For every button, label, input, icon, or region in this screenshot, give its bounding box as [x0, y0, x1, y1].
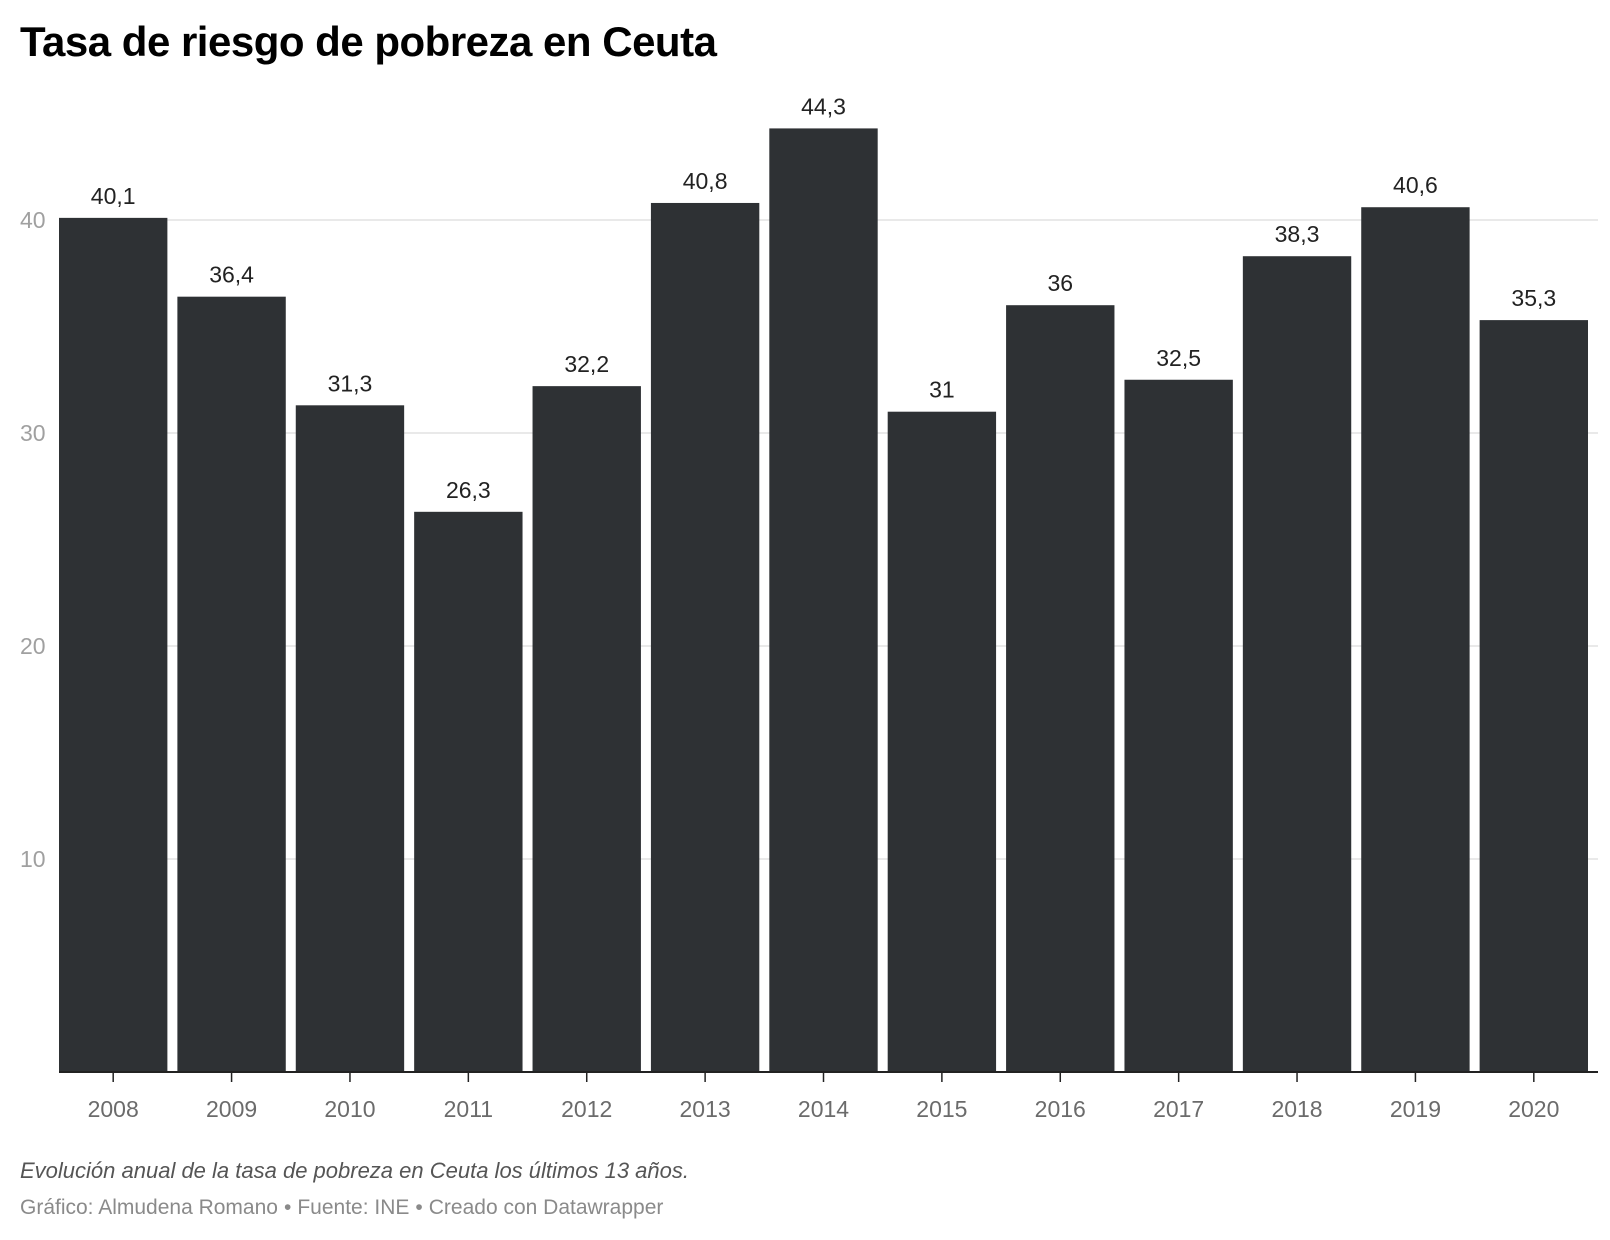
- bar: [1006, 305, 1115, 1072]
- value-label: 36: [1047, 270, 1073, 296]
- x-tick-label: 2017: [1153, 1096, 1204, 1122]
- x-tick-label: 2013: [680, 1096, 731, 1122]
- value-label: 40,1: [91, 183, 136, 209]
- value-label: 40,6: [1393, 172, 1438, 198]
- x-tick-label: 2011: [444, 1096, 493, 1122]
- x-tick-label: 2010: [324, 1096, 375, 1122]
- x-axis: [59, 1071, 1598, 1082]
- chart-notes: Evolución anual de la tasa de pobreza en…: [20, 1158, 689, 1183]
- value-label: 44,3: [801, 93, 846, 119]
- x-tick-label: 2015: [916, 1096, 967, 1122]
- y-tick-label: 40: [20, 207, 46, 233]
- bar: [1242, 256, 1352, 1073]
- chart-title: Tasa de riesgo de pobreza en Ceuta: [20, 18, 717, 65]
- bar: [295, 405, 405, 1072]
- value-label: 32,2: [564, 351, 609, 377]
- x-tick-label: 2016: [1035, 1096, 1086, 1122]
- y-tick-label: 30: [20, 420, 46, 446]
- bar: [414, 511, 523, 1072]
- x-tick-label: 2019: [1390, 1096, 1441, 1122]
- value-label: 31: [929, 377, 955, 403]
- x-tick-label: 2014: [798, 1096, 849, 1122]
- bar-chart: 10 20 30 40 40,1 36,4 31,3 26,3 32,2 40,8 44,3 31 3…: [20, 93, 1598, 1122]
- x-tick-label: 2008: [88, 1096, 139, 1122]
- credit-separator: •: [415, 1196, 423, 1219]
- chart-credits: Gráfico: Almudena Romano • Fuente: INE • Cre…: [20, 1196, 663, 1220]
- credit-graphic: Gráfico: Almudena Romano: [20, 1196, 278, 1219]
- y-tick-label: 20: [20, 633, 46, 659]
- bars: [59, 128, 1588, 1073]
- x-axis-labels: 2008 2009 2010 2011 2012 2013 2014 2015 2016 2017…: [88, 1096, 1560, 1122]
- value-label: 32,5: [1156, 345, 1201, 371]
- bar: [1124, 379, 1233, 1072]
- y-axis-ticks: 10 20 30 40: [20, 207, 46, 872]
- bar: [532, 386, 641, 1072]
- x-tick-label: 2018: [1271, 1096, 1322, 1122]
- value-label: 36,4: [209, 262, 254, 288]
- bar: [177, 296, 286, 1072]
- value-label: 40,8: [683, 168, 728, 194]
- value-label: 35,3: [1511, 285, 1556, 311]
- bar: [1361, 207, 1470, 1073]
- x-tick-label: 2009: [206, 1096, 257, 1122]
- value-label: 38,3: [1275, 221, 1320, 247]
- credit-source: Fuente: INE: [297, 1196, 410, 1219]
- credit-tool: Creado con Datawrapper: [428, 1196, 664, 1219]
- bar: [1479, 320, 1588, 1072]
- x-tick-label: 2012: [561, 1096, 612, 1122]
- credit-separator: •: [283, 1196, 292, 1219]
- bar: [650, 202, 760, 1072]
- value-label: 31,3: [328, 370, 373, 396]
- bar: [59, 217, 168, 1072]
- bar: [887, 411, 997, 1072]
- y-tick-label: 10: [20, 846, 46, 872]
- value-label: 26,3: [446, 477, 491, 503]
- value-labels: 40,1 36,4 31,3 26,3 32,2 40,8 44,3 31 36 32,5 38,3…: [91, 93, 1556, 502]
- bar: [769, 128, 878, 1072]
- x-tick-label: 2020: [1508, 1096, 1559, 1122]
